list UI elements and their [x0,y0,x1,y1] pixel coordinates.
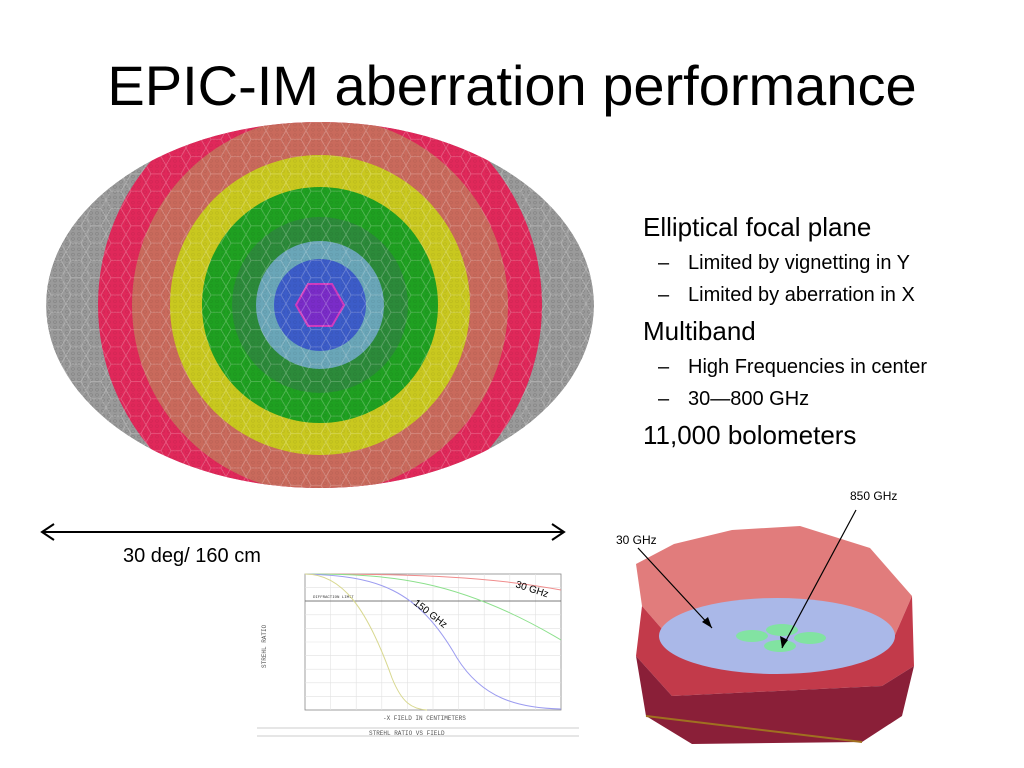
sub-bullet: – High Frequencies in center [643,354,1013,380]
x-axis-label: -X FIELD IN CENTIMETERS [383,715,466,722]
cutaway-green-pixels [736,624,826,652]
sub-bullet: –30—800 GHz [643,386,1013,412]
y-axis-label: STREHL RATIO [261,624,268,668]
focal-plane-diagram [46,122,594,488]
label-850ghz: 850 GHz [850,489,897,503]
sub-bullet: – Limited by aberration in X [643,282,1013,308]
arrow-850ghz [781,509,857,649]
bullet-1: Elliptical focal plane [643,212,872,242]
curve-mid [304,573,562,641]
sub-bullet-dash: – [658,252,670,274]
cutaway-pixel-plane [659,598,895,674]
double-arrow [40,523,566,541]
sub-bullet-text: Limited by aberration in X [688,284,915,306]
cutaway-rim [636,596,914,696]
slide-title: EPIC-IM aberration performance [107,54,917,117]
sub-bullet-text: Limited by vignetting in Y [688,252,910,274]
sub-bullet: – Limited by vignetting in Y [643,250,1013,276]
bullet-3: 11,000 bolometers [643,420,857,450]
sub-bullet-text: High Frequencies in center [688,356,928,378]
sub-bullet-dash: – [658,356,670,378]
label-30ghz-cutaway: 30 GHz [616,533,657,547]
arrow-30ghz [637,547,713,629]
strehl-plot: DIFFRACTION LIMIT 30 GHz 150 GHz STREHL … [257,568,579,748]
sub-bullet-dash: – [658,388,670,410]
title-area: EPIC-IM aberration performance [0,0,1024,118]
sub-bullet-dash: – [658,284,670,306]
plot-caption: STREHL RATIO VS FIELD [369,730,445,737]
curve-high [304,573,428,711]
curve-150ghz [304,573,562,710]
sub-bullet-text: 30—800 GHz [688,388,810,410]
cutaway-base [636,656,914,744]
bullet-list: Elliptical focal plane – Limited by vigne… [643,210,1013,458]
focal-plane-cutaway: 850 GHz 30 GHz [616,489,914,744]
bullet-2: Multiband [643,316,756,346]
diffraction-limit-label: DIFFRACTION LIMIT [313,596,354,600]
scale-label: 30 deg/ 160 cm [123,545,261,567]
